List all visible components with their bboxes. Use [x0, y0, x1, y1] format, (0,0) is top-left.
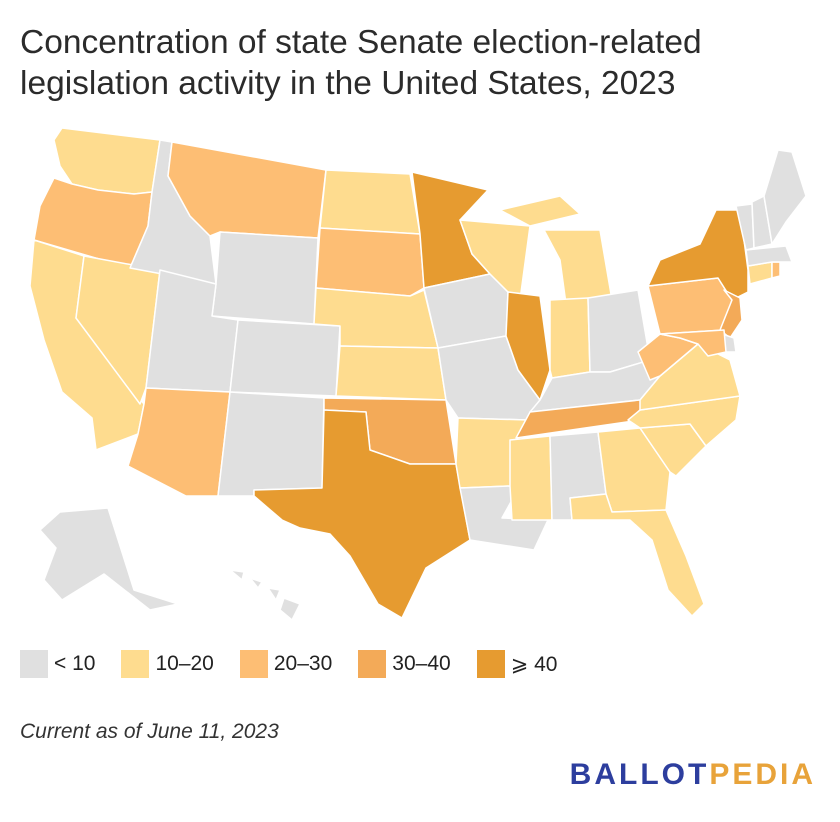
state-me	[763, 149, 807, 245]
legend-swatch-gte40	[476, 650, 505, 678]
state-pa	[647, 277, 733, 335]
state-ma	[745, 245, 793, 267]
legend-item-20to30: 20–30	[239, 650, 333, 678]
state-az	[127, 387, 231, 497]
legend: < 10 10–20 20–30 30–40 ⩾ 40	[20, 650, 583, 678]
legend-label-lt10: < 10	[54, 652, 96, 675]
state-ms	[509, 435, 553, 521]
legend-swatch-20to30	[239, 650, 268, 678]
state-wy	[211, 231, 319, 325]
legend-label-10to20: 10–20	[155, 652, 214, 675]
chart-title: Concentration of state Senate election-r…	[20, 24, 702, 102]
legend-swatch-lt10	[20, 650, 48, 678]
legend-swatch-30to40	[358, 650, 387, 678]
legend-item-gte40: ⩾ 40	[476, 650, 558, 678]
state-md	[659, 329, 727, 357]
state-ri	[771, 261, 781, 279]
legend-label-gte40: ⩾ 40	[510, 652, 558, 676]
legend-item-30to40: 30–40	[358, 650, 451, 678]
brand-part-pedia: PEDIA	[709, 758, 816, 791]
state-fl	[569, 493, 705, 617]
ballotpedia-logo: BALLOTPEDIA	[570, 758, 816, 792]
legend-swatch-10to20	[121, 650, 150, 678]
legend-label-30to40: 30–40	[392, 652, 451, 675]
state-co	[229, 319, 341, 397]
legend-label-20to30: 20–30	[273, 652, 333, 675]
us-state-map	[29, 127, 807, 621]
state-ia	[423, 273, 509, 349]
state-nd	[319, 169, 421, 235]
state-ks	[335, 345, 447, 401]
state-sd	[315, 227, 425, 297]
legend-item-lt10: < 10	[20, 650, 95, 678]
state-ak	[39, 507, 179, 611]
brand-part-ballot: BALLOT	[569, 758, 710, 791]
state-ny	[647, 209, 749, 301]
state-nm	[217, 391, 325, 497]
legend-item-10to20: 10–20	[121, 650, 214, 678]
state-tx	[253, 409, 471, 619]
state-hi	[229, 569, 301, 621]
state-in	[549, 297, 591, 379]
currency-note: Current as of June 11, 2023	[20, 720, 279, 743]
